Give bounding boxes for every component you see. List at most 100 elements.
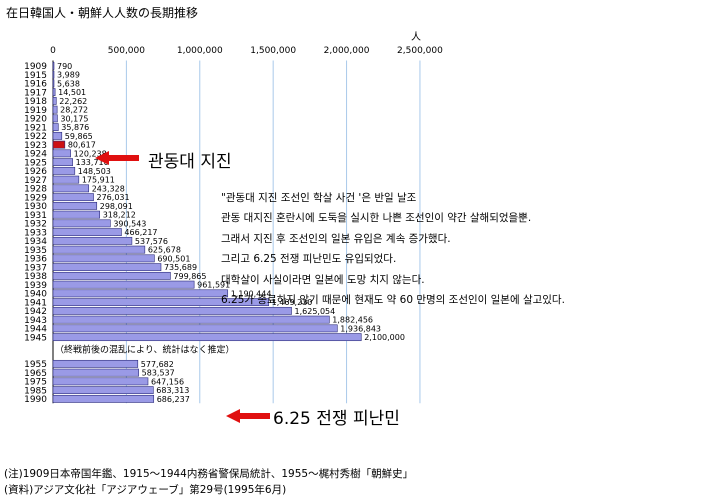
value-label: 28,272 [60, 106, 88, 115]
category-label: 1922 [24, 132, 47, 142]
x-tick-label: 1,500,000 [250, 46, 296, 56]
category-label: 1924 [24, 150, 47, 160]
value-label: 686,237 [157, 395, 190, 404]
value-label: 59,865 [65, 132, 93, 141]
annotation-line: 그리고 6.25 전쟁 피난민도 유입되었다. [221, 253, 397, 266]
value-label: 1,936,843 [340, 324, 381, 333]
bar [52, 88, 56, 97]
bar [52, 131, 63, 140]
value-label: 537,576 [135, 237, 168, 246]
category-label: 1934 [24, 237, 47, 247]
bar [52, 175, 80, 184]
category-label: 1909 [24, 62, 47, 72]
bar [52, 219, 111, 228]
annotation-line: "관동대 지진 조선인 학살 사건 '은 반일 날조 [221, 192, 417, 204]
annotation-line: 6.25가 종료하지 않기 때문에 현재도 약 60 만명의 조선인이 일본에 … [221, 293, 565, 306]
bar [52, 394, 155, 403]
value-label: 1,625,054 [295, 307, 336, 316]
callout-earthquake: 관동대 지진 [148, 152, 232, 172]
category-label: 1929 [24, 193, 47, 203]
gap-note: （終戦前後の混乱により、統計はなく推定） [55, 344, 234, 356]
bar [52, 123, 59, 132]
arrow-left-icon [226, 409, 270, 423]
bar [52, 228, 122, 237]
x-tick-label: 1,000,000 [177, 46, 223, 56]
category-label: 1933 [24, 228, 47, 238]
annotation-line: 그래서 지진 후 조선인의 일본 유입은 계속 증가했다. [221, 232, 451, 245]
category-label: 1919 [24, 106, 47, 116]
value-label: 30,175 [60, 114, 88, 123]
bar [52, 289, 229, 298]
value-label: 790 [57, 62, 72, 71]
value-label: 276,031 [97, 193, 130, 202]
value-label: 583,537 [142, 369, 175, 378]
bar [52, 271, 171, 280]
category-label: 1939 [24, 281, 47, 291]
callout-war-refugees: 6.25 전쟁 피난민 [273, 409, 400, 429]
value-label: 577,682 [141, 360, 174, 369]
category-label: 1920 [24, 115, 47, 125]
bar [52, 158, 73, 167]
value-label: 690,501 [157, 254, 190, 263]
bar [52, 333, 362, 342]
bar [52, 254, 155, 263]
category-label: 1925 [24, 158, 47, 168]
annotation-line: 대학살이 사실이라면 일본에 도망 치지 않는다. [221, 273, 425, 286]
value-label: 961,591 [197, 281, 230, 290]
category-label: 1928 [24, 185, 47, 195]
bar [52, 368, 139, 377]
value-label: 298,091 [100, 202, 133, 211]
x-tick-label: 0 [50, 46, 56, 56]
bar [52, 280, 195, 289]
value-label: 1,469,230 [272, 298, 313, 307]
x-tick-label: 2,500,000 [397, 46, 443, 56]
chart-title: 在日韓国人・朝鮮人人数の長期推移 [6, 6, 199, 20]
bar [52, 298, 269, 307]
source-publisher: (資料)アジア文化社「アジアウェーブ」第29号(1995年6月) [4, 484, 287, 496]
bar [52, 96, 57, 105]
category-label: 1927 [24, 176, 47, 186]
bar [52, 245, 146, 254]
bar [52, 166, 76, 175]
value-label: 625,678 [148, 246, 181, 255]
bar [52, 315, 330, 324]
bar [52, 359, 139, 368]
bar [52, 193, 94, 202]
value-label: 175,911 [82, 176, 115, 185]
x-axis-unit: 人 [411, 31, 421, 43]
category-label: 1943 [24, 316, 47, 326]
value-label: 22,262 [59, 97, 87, 106]
bar [52, 184, 90, 193]
bar [52, 105, 58, 114]
category-label: 1985 [24, 386, 47, 396]
bar [52, 377, 149, 386]
category-label: 1936 [24, 255, 47, 265]
value-label: 80,617 [68, 141, 96, 150]
arrow-left-icon [95, 151, 139, 165]
bar [52, 140, 66, 149]
value-label: 3,989 [57, 71, 80, 80]
value-label: 318,212 [103, 211, 136, 220]
value-label: 683,313 [156, 386, 189, 395]
category-label: 1918 [24, 97, 47, 107]
category-label: 1931 [24, 211, 47, 221]
bar [52, 236, 133, 245]
bar [52, 114, 58, 123]
category-label: 1932 [24, 220, 47, 230]
category-label: 1926 [24, 167, 47, 177]
category-label: 1945 [24, 333, 47, 343]
category-label: 1930 [24, 202, 47, 212]
value-label: 5,638 [57, 79, 80, 88]
value-label: 35,876 [61, 123, 89, 132]
value-label: 148,503 [78, 167, 111, 176]
category-label: 1916 [24, 80, 47, 90]
category-label: 1917 [24, 88, 47, 98]
category-label: 1965 [24, 369, 47, 379]
value-label: 735,689 [164, 263, 197, 272]
annotation-text: "관동대 지진 조선인 학살 사건 '은 반일 날조 관동 대지진 혼란시에 도… [221, 188, 565, 310]
category-label: 1942 [24, 307, 47, 317]
bar [52, 386, 154, 395]
bar [52, 61, 55, 70]
x-tick-label: 500,000 [108, 46, 145, 56]
